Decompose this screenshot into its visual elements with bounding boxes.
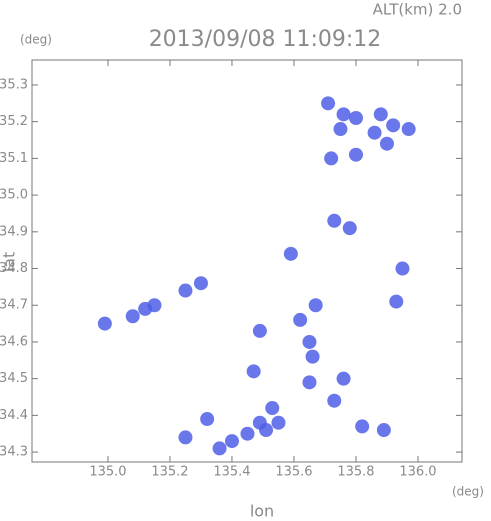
x-tick-label: 135.8	[337, 465, 374, 480]
echo	[379, 136, 394, 151]
echo	[212, 441, 227, 456]
echo	[302, 334, 317, 349]
echo	[376, 423, 391, 438]
y-tick-label: 35.1	[0, 151, 28, 166]
x-tick-label: 135.6	[275, 465, 312, 480]
echo	[265, 401, 280, 416]
echo	[348, 111, 363, 126]
echo	[401, 122, 416, 137]
echo	[147, 298, 162, 313]
echo	[224, 434, 239, 449]
plot-frame	[31, 59, 463, 463]
echo	[305, 349, 320, 364]
echo	[333, 122, 348, 137]
echo	[240, 426, 255, 441]
echo	[97, 316, 112, 331]
y-tick-label: 34.9	[0, 224, 28, 239]
echo	[386, 118, 401, 133]
echo	[308, 298, 323, 313]
y-tick-label: 34.7	[0, 298, 28, 313]
x-tick-label: 135.4	[213, 465, 250, 480]
echo	[327, 393, 342, 408]
echo	[178, 283, 193, 298]
echo	[324, 151, 339, 166]
echo	[395, 261, 410, 276]
echo	[246, 364, 261, 379]
echo	[342, 221, 357, 236]
echo	[200, 412, 215, 427]
y-tick-label: 34.4	[0, 408, 28, 423]
echo	[302, 375, 317, 390]
y-tick-label: 34.8	[0, 261, 28, 276]
chart-subtitle: ALT(km) 2.0	[373, 1, 462, 19]
echo	[193, 276, 208, 291]
echo	[348, 147, 363, 162]
echo	[252, 323, 267, 338]
y-tick-label: 35.3	[0, 77, 28, 92]
echo	[259, 423, 274, 438]
echo	[367, 125, 382, 140]
y-unit: (deg)	[20, 33, 52, 47]
echo	[355, 419, 370, 434]
y-tick-label: 35.2	[0, 114, 28, 129]
echo	[327, 213, 342, 228]
y-tick-label: 34.5	[0, 371, 28, 386]
x-unit: (deg)	[452, 485, 484, 499]
echo	[321, 96, 336, 111]
chart-title: 2013/09/08 11:09:12	[149, 27, 382, 52]
echo	[336, 371, 351, 386]
x-tick-label: 135.0	[89, 465, 126, 480]
echo	[283, 246, 298, 261]
y-tick-label: 34.6	[0, 334, 28, 349]
y-tick-label: 35.0	[0, 188, 28, 203]
echo	[178, 430, 193, 445]
echo	[389, 294, 404, 309]
echo	[336, 107, 351, 122]
echo	[125, 309, 140, 324]
y-tick-label: 34.3	[0, 445, 28, 460]
x-tick-label: 136.0	[399, 465, 436, 480]
echo	[271, 415, 286, 430]
echo	[293, 312, 308, 327]
echo	[373, 107, 388, 122]
x-tick-label: 135.2	[151, 465, 188, 480]
y-axis-label: lat	[0, 252, 19, 273]
x-axis-label: lon	[250, 502, 274, 521]
